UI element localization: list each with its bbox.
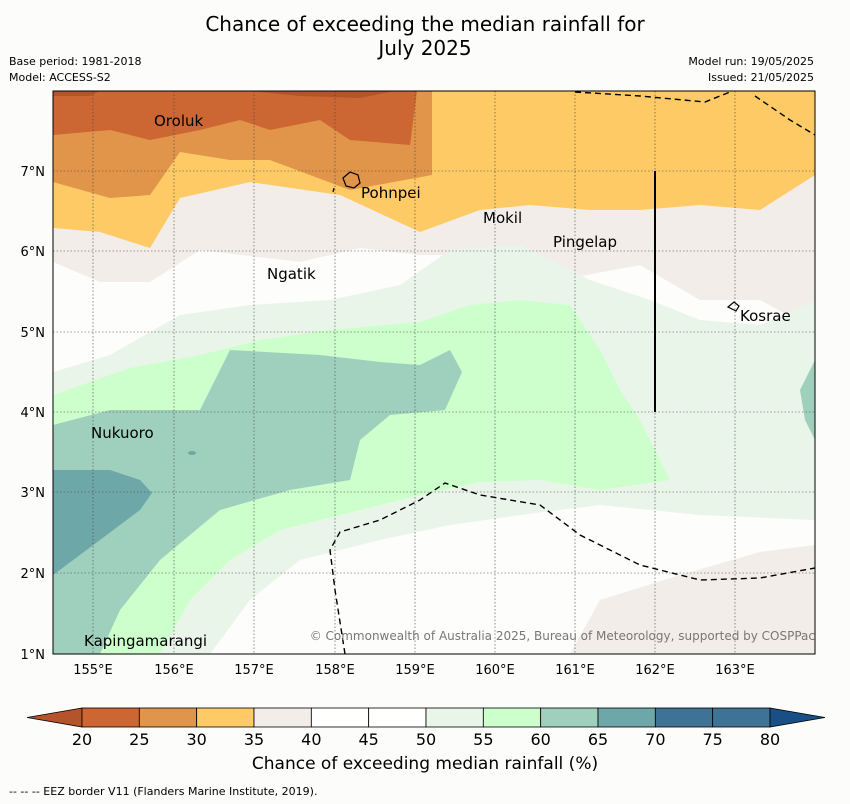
lon-tick: 163°E [715,663,755,678]
colorbar-tick: 60 [530,730,550,749]
lat-ticks: 1°N 2°N 3°N 4°N 5°N 6°N 7°N [21,165,46,663]
colorbar-cell [654,707,714,728]
eez-border [329,91,815,654]
lon-tick: 161°E [555,663,595,678]
colorbar-tick: 25 [129,730,149,749]
place-label: Pohnpei [361,184,421,202]
lon-tick: 159°E [395,663,435,678]
colorbar-tick: 75 [702,730,722,749]
colorbar-cell [425,707,484,728]
map-frame [52,90,816,655]
graticule [53,91,815,654]
title-line-2: July 2025 [378,36,472,60]
colorbar-cell [81,707,140,728]
lon-tick: 158°E [315,663,355,678]
place-label: Kosrae [740,307,791,325]
colorbar-cells [26,707,826,728]
base-period: Base period: 1981-2018 [9,55,142,68]
place-label: Nukuoro [91,424,154,442]
colorbar-label: Chance of exceeding median rainfall (%) [251,754,599,774]
lat-tick: 4°N [21,406,46,421]
model-name: Model: ACCESS-S2 [9,71,111,84]
lat-tick: 3°N [21,486,46,501]
colorbar-tick: 65 [588,730,608,749]
colorbar-tick: 45 [358,730,378,749]
lon-ticks: 155°E 156°E 157°E 158°E 159°E 160°E 161°… [73,663,755,678]
colorbar-cell [368,707,427,728]
colorbar-cell [712,707,771,728]
colorbar-tick: 20 [72,730,92,749]
colorbar-arrow-high [769,707,826,728]
lat-tick: 5°N [21,326,46,341]
colorbar-cell [138,707,198,728]
lon-tick: 162°E [635,663,675,678]
issued-date: Issued: 21/05/2025 [707,71,814,84]
map-title: Chance of exceeding the median rainfall … [0,12,850,60]
lat-tick: 2°N [21,567,46,582]
meta-right: Model run: 19/05/2025 Issued: 21/05/2025 [688,54,814,86]
colorbar-tick: 35 [244,730,264,749]
lon-tick: 157°E [234,663,274,678]
colorbar-tick: 55 [473,730,493,749]
title-line-1: Chance of exceeding the median rainfall … [205,12,645,36]
colorbar-cell [196,707,255,728]
colorbar-cell [540,707,599,728]
place-label: Ngatik [267,265,316,283]
eez-legend-note: -- -- -- EEZ border V11 (Flanders Marine… [9,785,318,798]
colorbar-tick: 70 [645,730,665,749]
islands [332,171,740,312]
probability-field [53,91,815,654]
colorbar-tick: 80 [760,730,780,749]
place-labels: Oroluk Pohnpei Mokil Pingelap Ngatik Kos… [84,112,791,650]
colorbar-tick: 30 [186,730,206,749]
copyright-notice: © Commonwealth of Australia 2025, Bureau… [310,629,815,643]
lon-tick: 155°E [73,663,113,678]
colorbar-tick: 50 [416,730,436,749]
lat-tick: 7°N [21,165,46,180]
colorbar-cell [482,707,542,728]
place-label: Kapingamarangi [84,632,207,650]
lat-tick: 6°N [21,245,46,260]
model-run: Model run: 19/05/2025 [688,55,814,68]
colorbar-cell [253,707,312,728]
place-label: Mokil [483,209,522,227]
lon-tick: 160°E [475,663,515,678]
colorbar-arrow-low [26,707,83,728]
lat-tick: 1°N [21,648,46,663]
colorbar-ticks: 20 25 30 35 40 45 50 55 60 65 70 75 80 [72,730,780,749]
lon-tick: 156°E [154,663,194,678]
colorbar-tick: 40 [301,730,321,749]
colorbar-cell [310,707,370,728]
place-label: Pingelap [553,233,617,251]
place-label: Oroluk [154,112,203,130]
colorbar: 20 25 30 35 40 45 50 55 60 65 70 75 80 [26,707,826,749]
meta-left: Base period: 1981-2018 Model: ACCESS-S2 [9,54,141,86]
colorbar-cell [597,707,656,728]
